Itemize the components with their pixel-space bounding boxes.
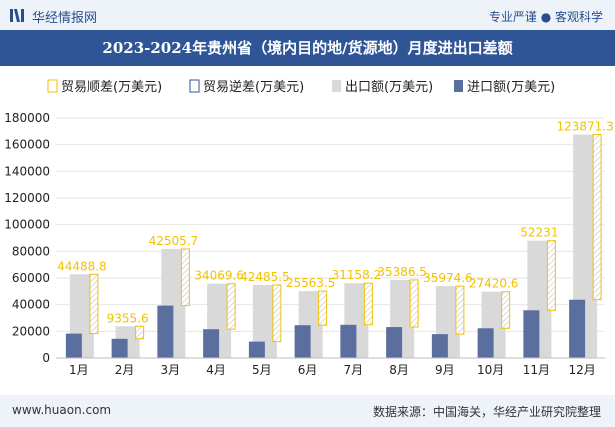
import-bar — [111, 338, 128, 358]
legend-swatch-deficit — [189, 79, 200, 93]
legend-label: 进口额(万美元) — [467, 80, 555, 95]
chart: 贸易顺差(万美元) 贸易逆差(万美元) 出口额(万美元) 进口额(万美元) 0 2000… — [4, 79, 614, 377]
logo-icon — [10, 9, 24, 22]
import-bar — [569, 299, 586, 358]
surplus-bar — [501, 291, 511, 329]
import-bar — [203, 329, 220, 358]
surplus-bar — [135, 325, 145, 340]
surplus-bar — [226, 283, 236, 330]
y-tick-label: 180000 — [4, 111, 50, 125]
bars — [65, 134, 602, 358]
surplus-bar — [272, 284, 282, 343]
legend-label: 贸易顺差(万美元) — [61, 80, 162, 95]
data-label: 27420.6 — [469, 277, 519, 291]
data-label: 25563.5 — [286, 276, 336, 290]
x-tick-label: 2月 — [115, 363, 135, 377]
surplus-bar — [455, 285, 465, 335]
data-label: 42505.7 — [149, 234, 199, 248]
top-bar: 华经情报网 专业严谨 ● 客观科学 — [0, 0, 615, 30]
legend-swatch-surplus — [47, 79, 58, 93]
footer: www.huaon.com 数据来源：中国海关，华经产业研究院整理 — [0, 395, 615, 427]
x-tick-label: 11月 — [523, 363, 550, 377]
surplus-bar — [180, 248, 190, 307]
surplus-bar — [318, 290, 328, 326]
data-label: 9355.6 — [107, 311, 149, 325]
import-bar — [523, 310, 540, 358]
data-source: 数据来源：中国海关，华经产业研究院整理 — [372, 405, 601, 419]
surplus-bar — [409, 279, 419, 328]
chart-title: 2023-2024年贵州省（境内目的地/货源地）月度进出口差额 — [102, 39, 513, 57]
import-bar — [340, 324, 357, 358]
surplus-bar — [363, 282, 373, 326]
legend-swatch-export — [332, 80, 341, 92]
data-label: 42485.5 — [240, 270, 290, 284]
import-bar — [294, 325, 311, 358]
data-labels: 44488.8 9355.6 42505.7 34069.642485.525563.… — [57, 120, 614, 326]
x-tick-label: 12月 — [568, 363, 595, 377]
surplus-bar — [546, 240, 556, 311]
surplus-bar — [89, 273, 99, 335]
x-tick-label: 1月 — [69, 363, 89, 377]
data-label: 123871.3 — [556, 120, 613, 134]
y-tick-label: 20000 — [12, 324, 50, 338]
y-tick-label: 160000 — [4, 138, 50, 152]
x-axis: 1月 2月 3月 4月 5月 6月 7月 8月 9月 10月 11月 12月 — [56, 357, 605, 377]
data-label: 31158.2 — [332, 268, 382, 282]
data-label: 35386.5 — [377, 265, 427, 279]
title-bar: 2023-2024年贵州省（境内目的地/货源地）月度进出口差额 — [0, 30, 615, 66]
grid-lines — [56, 117, 605, 359]
x-tick-label: 6月 — [298, 363, 318, 377]
x-tick-label: 10月 — [477, 363, 504, 377]
legend: 贸易顺差(万美元) 贸易逆差(万美元) 出口额(万美元) 进口额(万美元) — [47, 79, 555, 95]
data-label: 44488.8 — [57, 259, 107, 273]
x-tick-label: 4月 — [206, 363, 226, 377]
x-tick-label: 5月 — [252, 363, 272, 377]
data-label: 35974.6 — [423, 271, 473, 285]
data-label: 34069.6 — [194, 269, 244, 283]
legend-label: 贸易逆差(万美元) — [203, 79, 304, 95]
y-tick-label: 40000 — [12, 298, 50, 312]
import-bar — [65, 333, 82, 358]
brand-name: 华经情报网 — [32, 11, 98, 26]
y-tick-label: 140000 — [4, 164, 50, 178]
x-tick-label: 3月 — [161, 363, 181, 377]
legend-swatch-import — [454, 80, 463, 92]
y-tick-label: 120000 — [4, 191, 50, 205]
data-label: 52231 — [520, 226, 558, 240]
y-axis: 0 20000 40000 60000 80000 100000 120000 140000 1… — [4, 111, 50, 365]
import-bar — [248, 341, 265, 358]
x-tick-label: 9月 — [435, 363, 455, 377]
y-tick-label: 0 — [42, 351, 50, 365]
x-tick-label: 8月 — [389, 363, 409, 377]
legend-label: 出口额(万美元) — [345, 80, 433, 95]
y-tick-label: 60000 — [12, 271, 50, 285]
import-bar — [477, 328, 494, 358]
x-tick-label: 7月 — [344, 363, 364, 377]
y-tick-label: 100000 — [4, 218, 50, 232]
surplus-bar — [592, 134, 602, 301]
y-tick-label: 80000 — [12, 244, 50, 258]
website-link[interactable]: www.huaon.com — [12, 403, 112, 417]
import-bar — [157, 305, 174, 358]
import-bar — [386, 327, 403, 358]
tagline: 专业严谨 ● 客观科学 — [488, 10, 603, 24]
import-bar — [431, 334, 448, 358]
